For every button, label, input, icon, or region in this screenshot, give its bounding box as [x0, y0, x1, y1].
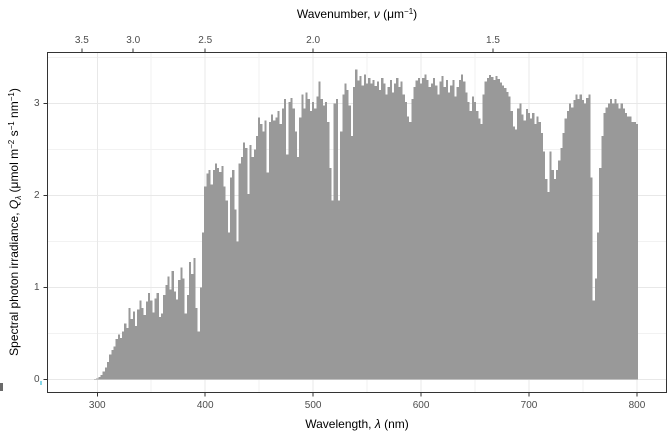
top-tick-label: 2.0 [306, 35, 321, 46]
title-segment: ) [413, 7, 418, 21]
title-segment: Wavenumber, [296, 7, 374, 21]
title-segment: −1 [7, 92, 16, 102]
top-tick-label: 1.5 [486, 35, 500, 46]
top-axis-title-wavenumber: Wavenumber, ν (μm−1) [297, 7, 417, 21]
title-segment: −1 [7, 121, 16, 131]
left-tick-label: 0 [33, 373, 40, 385]
left-axis-title-spectral-photon-irradiance: Spectral photon irradiance, Qλ (μmol m−2… [7, 88, 23, 356]
screenshot-caret-artifact [0, 383, 3, 391]
left-tick-label: 2 [33, 189, 40, 201]
top-tick-label: 3.5 [74, 35, 89, 46]
top-tick-label: 3.0 [126, 35, 141, 46]
bottom-tick-label: 600 [412, 400, 430, 411]
bottom-tick-label: 500 [304, 400, 322, 411]
screenshot-cursor-artifact [40, 381, 42, 385]
bottom-tick-label: 700 [520, 400, 538, 411]
bottom-tick-label: 400 [196, 400, 214, 411]
bottom-tick-label: 800 [628, 400, 646, 411]
title-segment: (μm [379, 7, 405, 21]
top-tick-label: 2.5 [198, 35, 213, 46]
title-segment: −1 [404, 7, 414, 16]
title-segment: Wavelength, [305, 417, 375, 431]
bottom-tick-label: 300 [88, 400, 106, 411]
bottom-axis-title-wavelength: Wavelength, λ (nm) [305, 417, 409, 431]
title-segment: s [7, 130, 21, 140]
title-segment: −2 [7, 139, 16, 149]
left-tick-label: 3 [33, 97, 40, 109]
title-segment: (nm) [380, 417, 409, 431]
left-tick-label: 1 [33, 281, 40, 293]
title-segment: λ [374, 417, 381, 431]
title-segment: ν [373, 7, 380, 21]
title-segment: ) [7, 88, 21, 93]
